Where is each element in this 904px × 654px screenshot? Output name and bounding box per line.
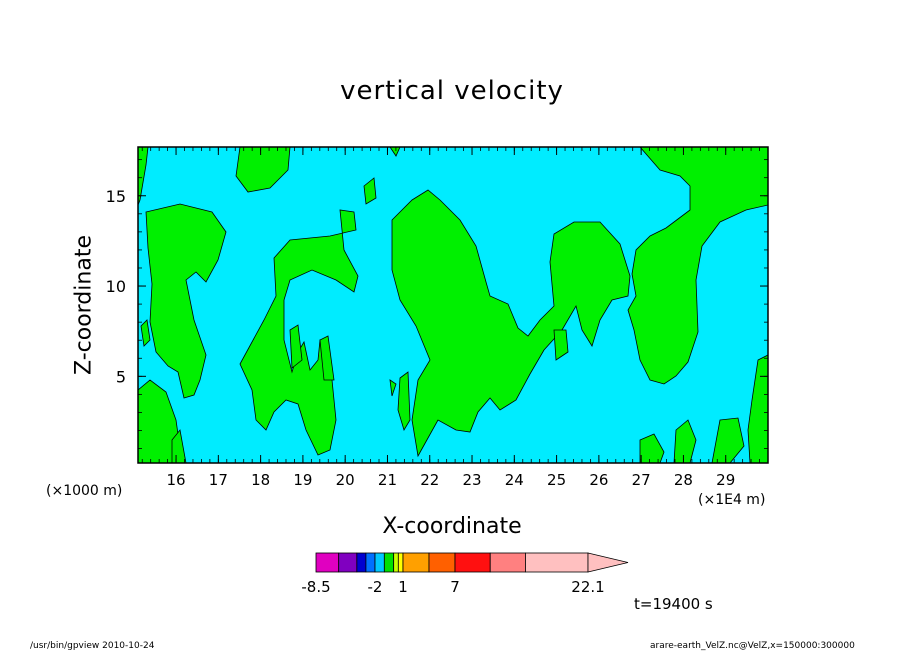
colorbar-segment bbox=[525, 552, 589, 573]
colorbar-segment bbox=[397, 552, 404, 573]
region-left-column bbox=[145, 203, 227, 399]
colorbar-segment bbox=[428, 552, 456, 573]
region-right-bottom-2 bbox=[673, 419, 697, 463]
positive-velocity-regions bbox=[138, 147, 768, 463]
region-mid-small-2 bbox=[389, 379, 397, 397]
colorbar-segment bbox=[374, 552, 385, 573]
colorbar-segment bbox=[315, 552, 340, 573]
region-right-edge bbox=[747, 354, 768, 463]
colorbar-segment bbox=[383, 552, 395, 573]
colorbar: -8.5 -2 1 7 22.1 bbox=[301, 552, 629, 596]
colorbar-segment bbox=[365, 552, 376, 573]
colorbar-segment bbox=[356, 552, 367, 573]
y-tick-label: 15 bbox=[106, 187, 126, 206]
x-tick-label: 29 bbox=[716, 471, 735, 489]
x-tick-label: 22 bbox=[420, 471, 439, 489]
chart-title: vertical velocity bbox=[340, 76, 564, 106]
x-tick-label: 19 bbox=[293, 471, 312, 489]
region-bottom-left-2 bbox=[171, 429, 187, 463]
colorbar-label: 22.1 bbox=[571, 578, 604, 596]
colorbar-label: -2 bbox=[368, 578, 383, 596]
colorbar-label: 1 bbox=[398, 578, 408, 596]
region-mini-1 bbox=[363, 177, 377, 205]
plot-frame bbox=[137, 146, 769, 464]
colorbar-segment bbox=[402, 552, 430, 573]
colorbar-segment bbox=[489, 552, 526, 573]
x-tick-label: 16 bbox=[167, 471, 186, 489]
x-axis-ticks: 16 17 18 19 20 21 22 23 24 25 26 27 28 29 bbox=[141, 147, 769, 489]
colorbar-segment bbox=[454, 552, 491, 573]
region-right-bottom-1 bbox=[711, 417, 745, 463]
region-mid-small bbox=[397, 371, 411, 431]
region-bottom-left bbox=[138, 379, 183, 463]
x-tick-label: 27 bbox=[632, 471, 651, 489]
x-tick-label: 24 bbox=[505, 471, 524, 489]
x-tick-label: 26 bbox=[589, 471, 608, 489]
time-label: t=19400 s bbox=[634, 595, 713, 613]
footer-left: /usr/bin/gpview 2010-10-24 bbox=[30, 641, 155, 651]
x-tick-label: 20 bbox=[336, 471, 355, 489]
region-mid-column bbox=[391, 189, 631, 458]
region-top-blob bbox=[235, 147, 291, 193]
region-left-edge bbox=[138, 147, 149, 206]
colorbar-extend-arrow bbox=[587, 552, 629, 573]
x-multiplier-note: (×1E4 m) bbox=[698, 492, 766, 508]
region-small-blob bbox=[140, 319, 151, 347]
region-right-upper bbox=[627, 147, 768, 385]
region-left-center bbox=[239, 209, 359, 456]
x-tick-label: 17 bbox=[209, 471, 228, 489]
y-tick-label: 5 bbox=[116, 367, 126, 386]
colorbar-segment bbox=[338, 552, 358, 573]
x-tick-label: 25 bbox=[547, 471, 566, 489]
region-right-bottom-3 bbox=[639, 433, 665, 463]
x-tick-label: 18 bbox=[251, 471, 270, 489]
x-unit-note: (×1000 m) bbox=[46, 483, 123, 499]
colorbar-segment bbox=[393, 552, 399, 573]
y-axis-label: Z-coordinate bbox=[71, 235, 97, 375]
x-axis-label: X-coordinate bbox=[382, 514, 522, 539]
y-axis-ticks: 5 10 15 bbox=[106, 159, 768, 449]
x-tick-label: 21 bbox=[378, 471, 397, 489]
y-tick-label: 10 bbox=[106, 277, 126, 296]
region-center-thin bbox=[289, 324, 303, 369]
colorbar-label: 7 bbox=[450, 578, 460, 596]
region-center-strip bbox=[319, 335, 335, 381]
colorbar-label: -8.5 bbox=[301, 578, 330, 596]
x-tick-label: 28 bbox=[674, 471, 693, 489]
x-tick-label: 23 bbox=[462, 471, 481, 489]
region-right-lower bbox=[553, 329, 569, 361]
region-mini-2 bbox=[389, 147, 401, 157]
footer-right: arare-earth_VelZ.nc@VelZ,x=150000:300000 bbox=[650, 641, 855, 651]
